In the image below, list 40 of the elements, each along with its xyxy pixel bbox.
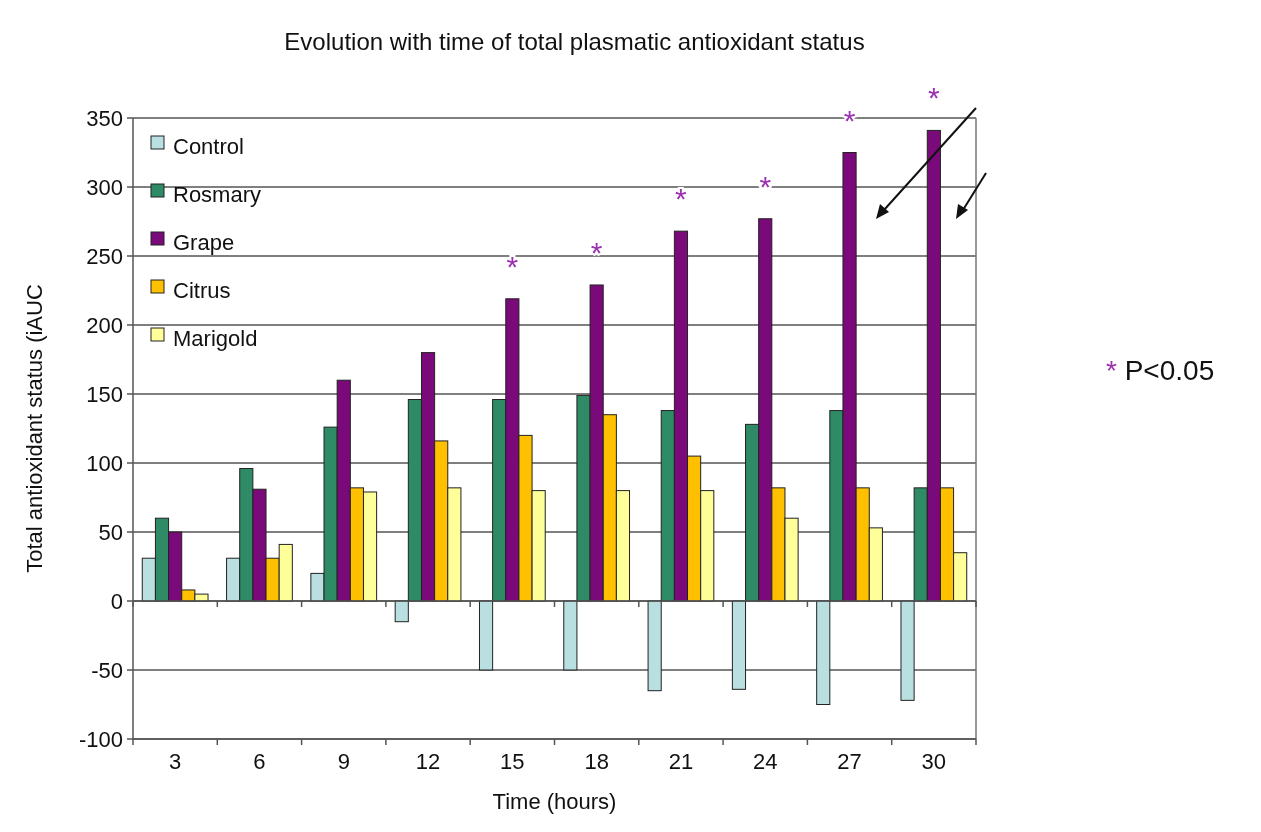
y-axis-title: Total antioxidant status (iAUC <box>22 284 47 573</box>
x-tick-label: 15 <box>500 749 525 774</box>
y-tick-label: 100 <box>86 450 123 476</box>
bar <box>394 600 409 623</box>
y-tick-label: 0 <box>110 588 123 614</box>
y-tick-label: -50 <box>91 657 123 683</box>
x-tick-label: 18 <box>584 749 609 774</box>
bar <box>478 600 494 671</box>
x-tick-label: 21 <box>668 749 694 774</box>
legend-label: Marigold <box>173 325 258 351</box>
x-tick-label: 27 <box>837 749 862 774</box>
x-tick-label: 6 <box>253 749 266 774</box>
bar <box>816 600 831 705</box>
x-tick-label: 3 <box>169 749 182 774</box>
legend-label: Citrus <box>173 277 231 303</box>
legend-label: Control <box>173 133 244 159</box>
y-tick-label: 150 <box>86 381 123 407</box>
x-axis-title: Time (hours) <box>492 789 617 814</box>
x-tick-label: 12 <box>415 749 441 774</box>
annotation: * <box>928 81 941 115</box>
bar <box>731 600 747 690</box>
bar <box>563 600 578 671</box>
legend-label: Grape <box>173 229 235 255</box>
annotation: * <box>506 249 519 283</box>
chart-title: Evolution with time of total plasmatic antioxidant status <box>284 28 865 55</box>
y-tick-label: 250 <box>86 243 123 269</box>
y-tick-label: 200 <box>86 312 123 338</box>
bar <box>647 600 662 692</box>
text: * P<0.05 <box>1106 355 1215 386</box>
x-tick-label: 30 <box>921 749 947 774</box>
annotation: * <box>590 235 603 269</box>
bar <box>900 600 915 701</box>
y-tick-label: 350 <box>86 105 123 131</box>
x-tick-label: 9 <box>337 749 350 774</box>
legend-label: Rosmary <box>173 181 262 207</box>
y-tick-label: 300 <box>86 174 123 200</box>
annotation: * <box>675 182 688 216</box>
y-tick-label: -100 <box>78 726 123 752</box>
y-tick-label: 50 <box>98 519 123 545</box>
x-tick-label: 24 <box>753 749 778 774</box>
